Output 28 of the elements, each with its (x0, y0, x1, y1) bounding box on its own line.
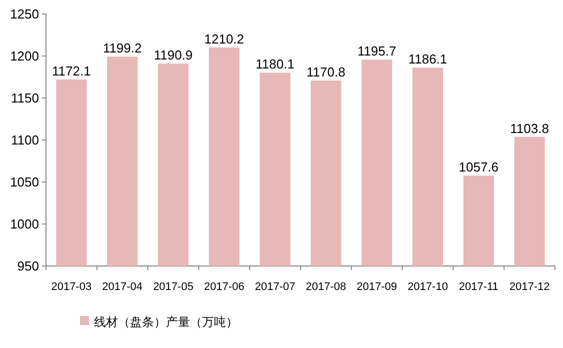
data-label: 1057.6 (458, 160, 499, 175)
data-label: 1199.2 (102, 40, 142, 56)
data-label: 1172.1 (52, 63, 91, 78)
ytick: 1000 (10, 216, 39, 232)
xtick: 2017-09 (356, 281, 398, 293)
ytick: 1200 (10, 48, 39, 64)
data-label: 1186.1 (408, 52, 448, 67)
ytick: 1250 (10, 6, 39, 22)
ytick: 1050 (10, 174, 39, 190)
xtick: 2017-07 (254, 281, 296, 293)
legend-label: 线材（盘条）产量（万吨） (94, 315, 238, 329)
xtick: 2017-04 (102, 281, 143, 293)
data-label: 1195.7 (357, 44, 396, 59)
ytick: 1100 (11, 132, 39, 148)
xtick: 2017-03 (51, 281, 92, 293)
xtick: 2017-12 (509, 281, 550, 293)
data-label: 1180.1 (256, 56, 294, 72)
data-label: 1170.8 (306, 64, 346, 80)
ytick: 1150 (11, 90, 39, 106)
data-label: 1103.8 (510, 120, 549, 136)
data-label: 1190.9 (154, 48, 193, 63)
xtick: 2017-08 (306, 281, 346, 293)
data-label: 1210.2 (204, 31, 244, 46)
xtick: 2017-10 (408, 281, 448, 293)
xtick: 2017-11 (458, 281, 498, 293)
xtick: 2017-05 (153, 281, 194, 293)
ytick: 950 (17, 258, 39, 274)
xtick: 2017-06 (204, 281, 244, 293)
